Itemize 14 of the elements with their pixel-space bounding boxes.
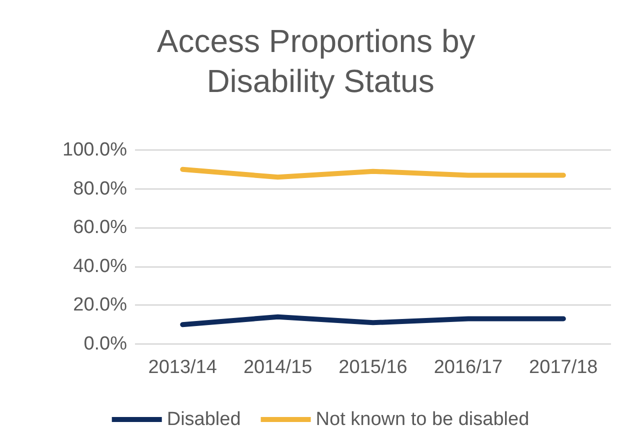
x-tick-label: 2015/16 — [338, 357, 408, 378]
y-tick-label: 40.0% — [73, 256, 128, 277]
y-tick-label: 0.0% — [84, 334, 128, 354]
x-tick-label: 2014/15 — [243, 357, 312, 378]
y-tick-label: 60.0% — [73, 217, 128, 238]
legend-label: Not known to be disabled — [316, 409, 530, 430]
chart-title: Access Proportions by Disability Status — [156, 23, 484, 99]
legend-label: Disabled — [166, 409, 241, 430]
y-tick-label: 80.0% — [73, 178, 128, 200]
y-tick-label: 20.0% — [73, 294, 128, 316]
y-tick-label: 100.0% — [62, 140, 128, 160]
x-tick-label: 2016/17 — [434, 357, 503, 378]
x-tick-label: 2017/18 — [529, 357, 598, 378]
x-tick-label: 2013/14 — [148, 357, 218, 378]
